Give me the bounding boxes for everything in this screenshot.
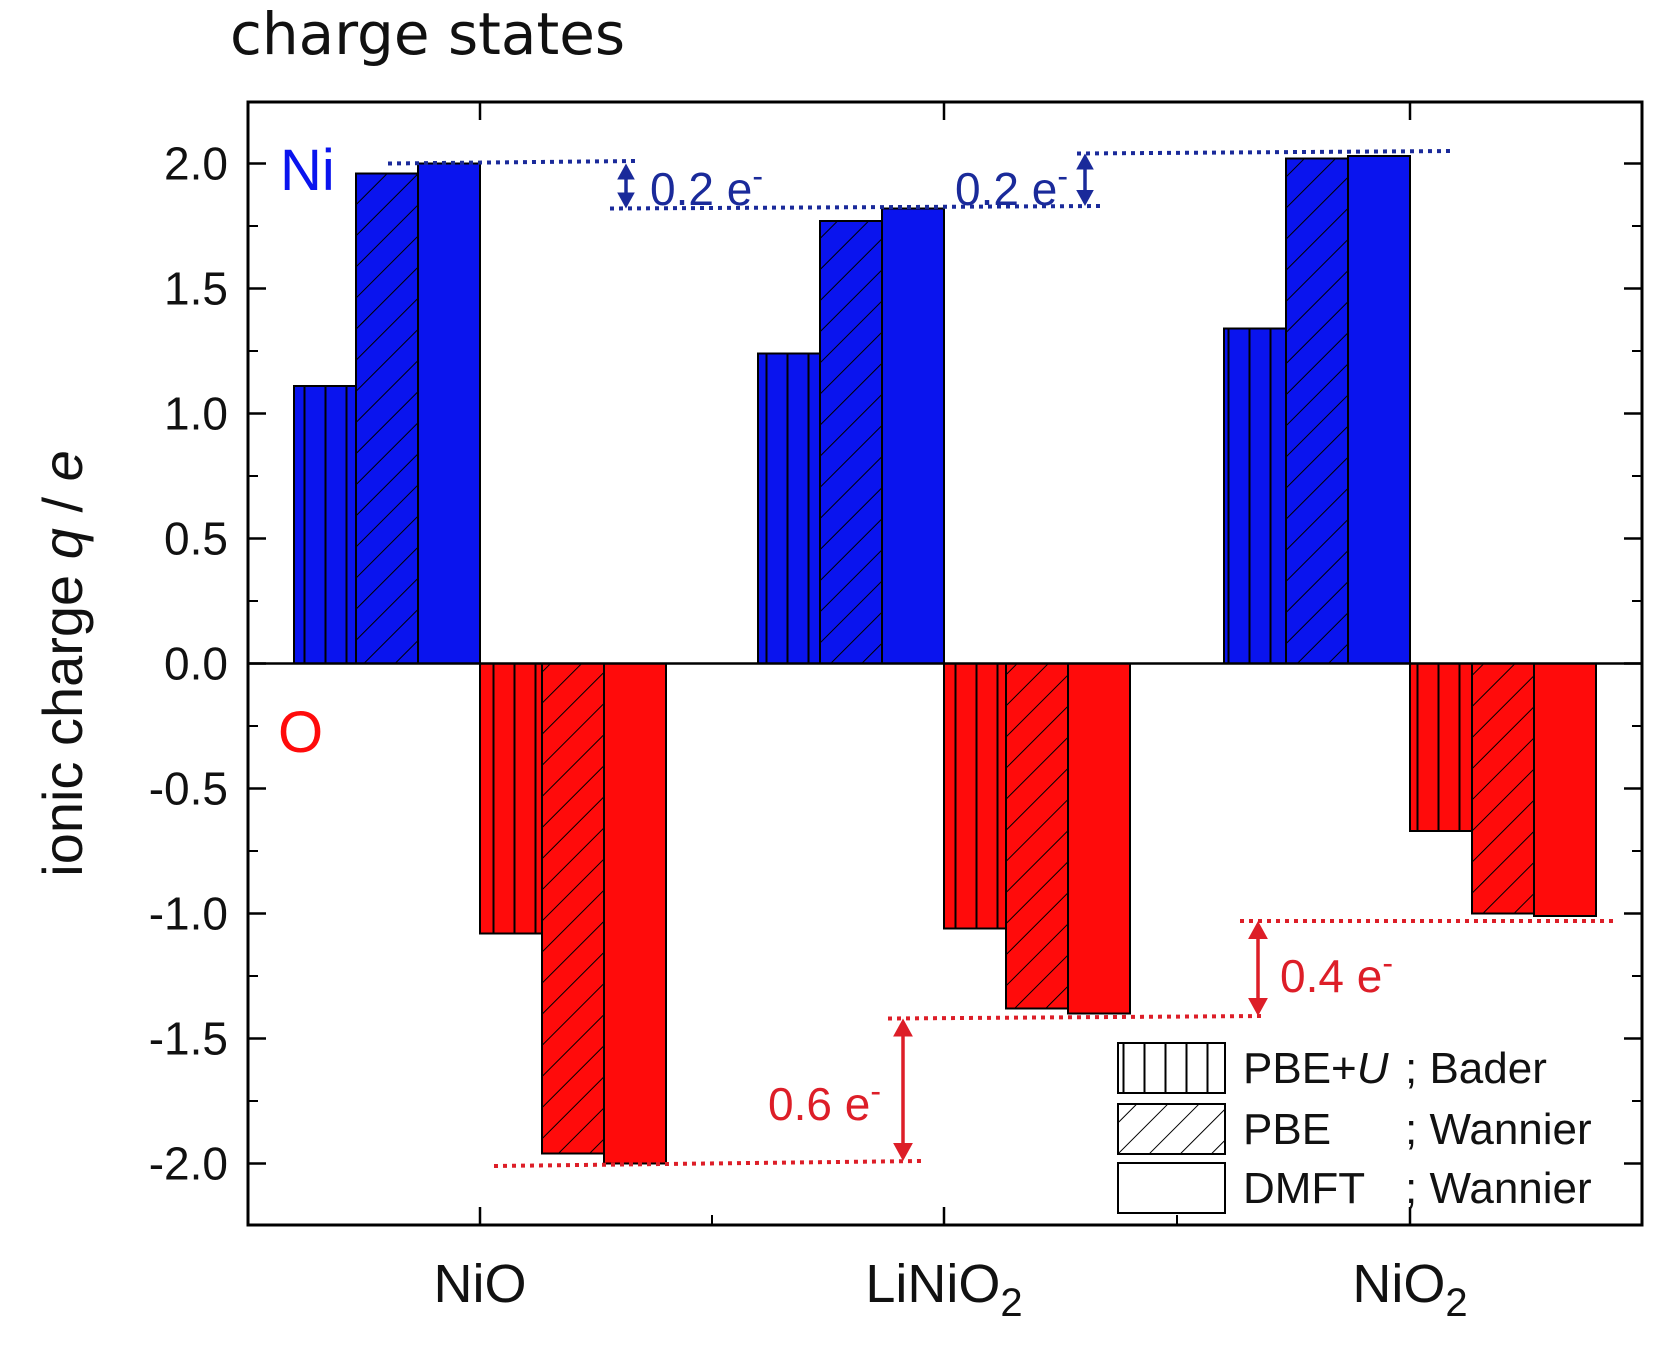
bar-o-2-2-fill [1534,663,1596,916]
o-ref-line-linio2 [887,1014,1266,1021]
species-label-ni: Ni [280,138,335,203]
bar-o-1-2-hatch [1472,663,1534,914]
annotation-label-3: 0.4 e- [1280,945,1393,1002]
bar-o-2-2 [1533,662,1597,917]
bar-o-1-2 [1471,662,1535,915]
arrow-ni-1 [617,163,635,209]
arrow-o-2 [1248,921,1268,1016]
xtick-label: NiO [434,1254,527,1314]
legend-entry-2: DMFT ; Wannier [1117,1162,1592,1214]
ytick-label: 2.0 [164,138,228,190]
bar-o-1-0 [541,662,605,1155]
legend-method: PBE+U [1243,1044,1389,1093]
bar-ni-2-1 [881,207,945,665]
arrow-ni-2-head-end [1076,153,1094,170]
bar-o-0-1-hatch [944,663,1006,929]
bar-ni-1-2-hatch [1286,158,1348,664]
bar-ni-2-1-fill [882,208,944,664]
ni-ref-line-linio2 [609,204,1103,211]
arrow-ni-2-head-start [1076,190,1094,206]
bar-ni-2-2-fill [1348,156,1410,664]
legend-swatch-outline [1117,1042,1226,1094]
bar-ni-1-1-hatch [820,221,882,664]
legend-swatch-bg [1118,1163,1225,1213]
legend-method: PBE [1243,1105,1331,1154]
bar-o-1-1-hatch [1006,663,1068,1009]
arrow-ni-2 [1076,153,1094,206]
annotation-label-2: 0.6 e- [768,1073,881,1130]
legend-method: DMFT [1243,1164,1365,1213]
ni-ref-line-nio [387,159,637,166]
ytick-label: 0.0 [164,638,228,690]
bar-ni-1-1 [819,220,883,665]
ytick-label: 1.0 [164,388,228,440]
annotation-label-1: 0.2 e- [955,158,1068,215]
bar-o-0-2-hatch [1410,663,1472,831]
arrow-o-1 [893,1018,913,1161]
xtick-label: NiO2 [1352,1254,1467,1325]
arrow-ni-1-head-start [617,192,635,209]
bar-o-0-0 [479,662,543,935]
bar-ni-2-2 [1347,155,1411,665]
y-axis-label: ionic charge q / e [31,450,94,877]
o-ref-line-nio [493,1159,923,1168]
bar-o-2-0-fill [604,663,666,1164]
legend-swatch-outline [1117,1103,1226,1155]
bar-ni-2-0-fill [418,163,480,664]
legend-rest-text: ; Bader [1405,1044,1547,1093]
arrow-o-2-head-end [1248,921,1268,939]
legend-rest-text: ; Wannier [1405,1164,1592,1213]
bar-o-0-1 [943,662,1007,930]
bar-ni-0-1 [757,352,821,665]
ytick-label: 0.5 [164,513,228,565]
ytick-label: -1.0 [149,888,228,940]
bar-ni-0-1-hatch [758,353,820,664]
bar-o-2-1 [1067,662,1131,1015]
chart-title: charge states [230,0,626,68]
bar-o-1-1 [1005,662,1069,1010]
ytick-label: -2.0 [149,1138,228,1190]
arrow-ni-1-head-end [617,163,635,180]
arrow-o-1-head-end [893,1018,913,1037]
legend-rest-text: ; Wannier [1405,1105,1592,1154]
legend-swatch-hatch [1118,1104,1225,1154]
bar-ni-0-2-hatch [1224,328,1286,664]
xtick-label: LiNiO2 [865,1254,1022,1325]
annotation-label-0: 0.2 e- [650,158,763,215]
bar-o-0-0-hatch [480,663,542,934]
arrow-o-1-head-start [893,1143,913,1161]
ni-ref-line-nio2 [1076,149,1453,156]
legend-entry-1: PBE ; Wannier [1117,1103,1592,1155]
bar-ni-1-2 [1285,157,1349,665]
bar-o-1-0-hatch [542,663,604,1154]
bar-ni-0-0 [293,385,357,665]
ytick-label: -0.5 [149,763,228,815]
bar-ni-1-0-hatch [356,173,418,664]
species-label-o: O [278,700,323,765]
legend-swatch-hatch [1118,1043,1225,1093]
bar-ni-1-0 [355,172,419,665]
ytick-label: -1.5 [149,1013,228,1065]
bar-ni-0-2 [1223,327,1287,665]
legend-swatch-outline [1117,1162,1226,1214]
bar-o-2-1-fill [1068,663,1130,1014]
bar-o-2-0 [603,662,667,1165]
bar-ni-2-0 [417,162,481,665]
ytick-label: 1.5 [164,263,228,315]
arrow-o-2-head-start [1248,998,1268,1016]
bar-ni-0-0-hatch [294,386,356,664]
bar-o-0-2 [1409,662,1473,832]
legend-entry-0: PBE+U ; Bader [1117,1042,1547,1094]
